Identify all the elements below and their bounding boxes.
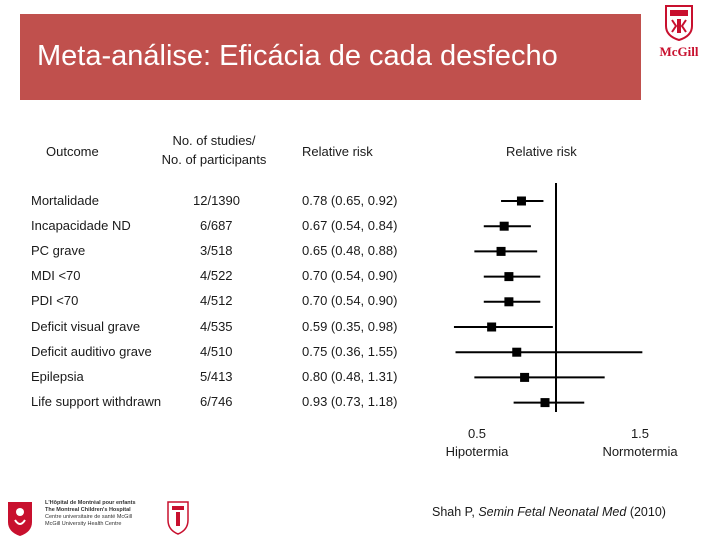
point-estimate: [487, 322, 497, 332]
point-estimate: [512, 347, 522, 357]
axis-left-tick: 0.5: [467, 426, 487, 441]
header-relative-risk-plot: Relative risk: [506, 144, 577, 159]
hospital-line-2: The Montreal Children's Hospital: [45, 507, 131, 513]
axis-right-label: Normotermia: [602, 444, 678, 459]
header-outcome: Outcome: [46, 144, 99, 159]
row-outcome: PC grave: [31, 243, 86, 258]
point-estimate: [496, 246, 506, 256]
row-studies: 12/1390: [193, 193, 240, 208]
row-studies: 6/746: [200, 394, 233, 409]
row-studies: 6/687: [200, 218, 233, 233]
row-relative-risk: 0.65 (0.48, 0.88): [302, 243, 398, 258]
point-estimate: [516, 196, 526, 206]
row-outcome: Deficit visual grave: [31, 319, 141, 334]
row-relative-risk: 0.75 (0.36, 1.55): [302, 344, 398, 359]
row-outcome: Deficit auditivo grave: [31, 344, 152, 359]
title-banner: [20, 14, 641, 100]
slide-title: Meta-análise: Eficácia de cada desfecho: [37, 40, 558, 72]
citation: Shah P, Semin Fetal Neonatal Med (2010): [432, 505, 666, 519]
point-estimate: [499, 221, 509, 231]
axis-right-tick: 1.5: [630, 426, 650, 441]
hospital-name: L'Hôpital de Montréal pour enfants The M…: [45, 500, 136, 528]
point-estimate: [540, 398, 550, 408]
citation-journal: Semin Fetal Neonatal Med: [478, 505, 627, 519]
mcgill-logo: McGill: [656, 4, 702, 70]
row-outcome: Mortalidade: [31, 193, 99, 208]
mcgill-shield-icon: [665, 5, 693, 42]
row-outcome: Epilepsia: [31, 369, 84, 384]
row-outcome: Life support withdrawn: [31, 394, 162, 409]
header-relative-risk-text: Relative risk: [302, 144, 373, 159]
row-outcome: MDI <70: [31, 268, 81, 283]
hospital-line-3: Centre universitaire de santé McGill: [45, 514, 133, 520]
row-relative-risk: 0.70 (0.54, 0.90): [302, 268, 398, 283]
row-studies: 3/518: [200, 243, 233, 258]
mcgill-wordmark: McGill: [659, 44, 699, 59]
hospital-line-4: McGill University Health Centre: [45, 521, 122, 527]
axis-left-label: Hipotermia: [445, 444, 509, 459]
point-estimate: [520, 372, 530, 382]
row-relative-risk: 0.59 (0.35, 0.98): [302, 319, 398, 334]
row-studies: 4/522: [200, 268, 233, 283]
row-studies: 4/510: [200, 344, 233, 359]
row-studies: 4/535: [200, 319, 233, 334]
row-studies: 5/413: [200, 369, 233, 384]
hospital-emblem-icon: [8, 501, 189, 536]
point-estimate: [504, 297, 514, 307]
header-studies-line1: No. of studies/: [172, 133, 256, 148]
row-relative-risk: 0.78 (0.65, 0.92): [302, 193, 398, 208]
citation-year: (2010): [626, 505, 666, 519]
hospital-line-1: L'Hôpital de Montréal pour enfants: [45, 500, 136, 506]
hospital-logo: [6, 498, 196, 538]
row-relative-risk: 0.70 (0.54, 0.90): [302, 293, 398, 308]
row-studies: 4/512: [200, 293, 233, 308]
row-outcome: PDI <70: [31, 293, 79, 308]
citation-author: Shah P,: [432, 505, 479, 519]
row-outcome: Incapacidade ND: [31, 218, 131, 233]
row-relative-risk: 0.80 (0.48, 1.31): [302, 369, 398, 384]
point-estimate: [504, 272, 514, 282]
header-studies-line2: No. of participants: [161, 152, 267, 167]
row-relative-risk: 0.93 (0.73, 1.18): [302, 394, 398, 409]
row-relative-risk: 0.67 (0.54, 0.84): [302, 218, 398, 233]
